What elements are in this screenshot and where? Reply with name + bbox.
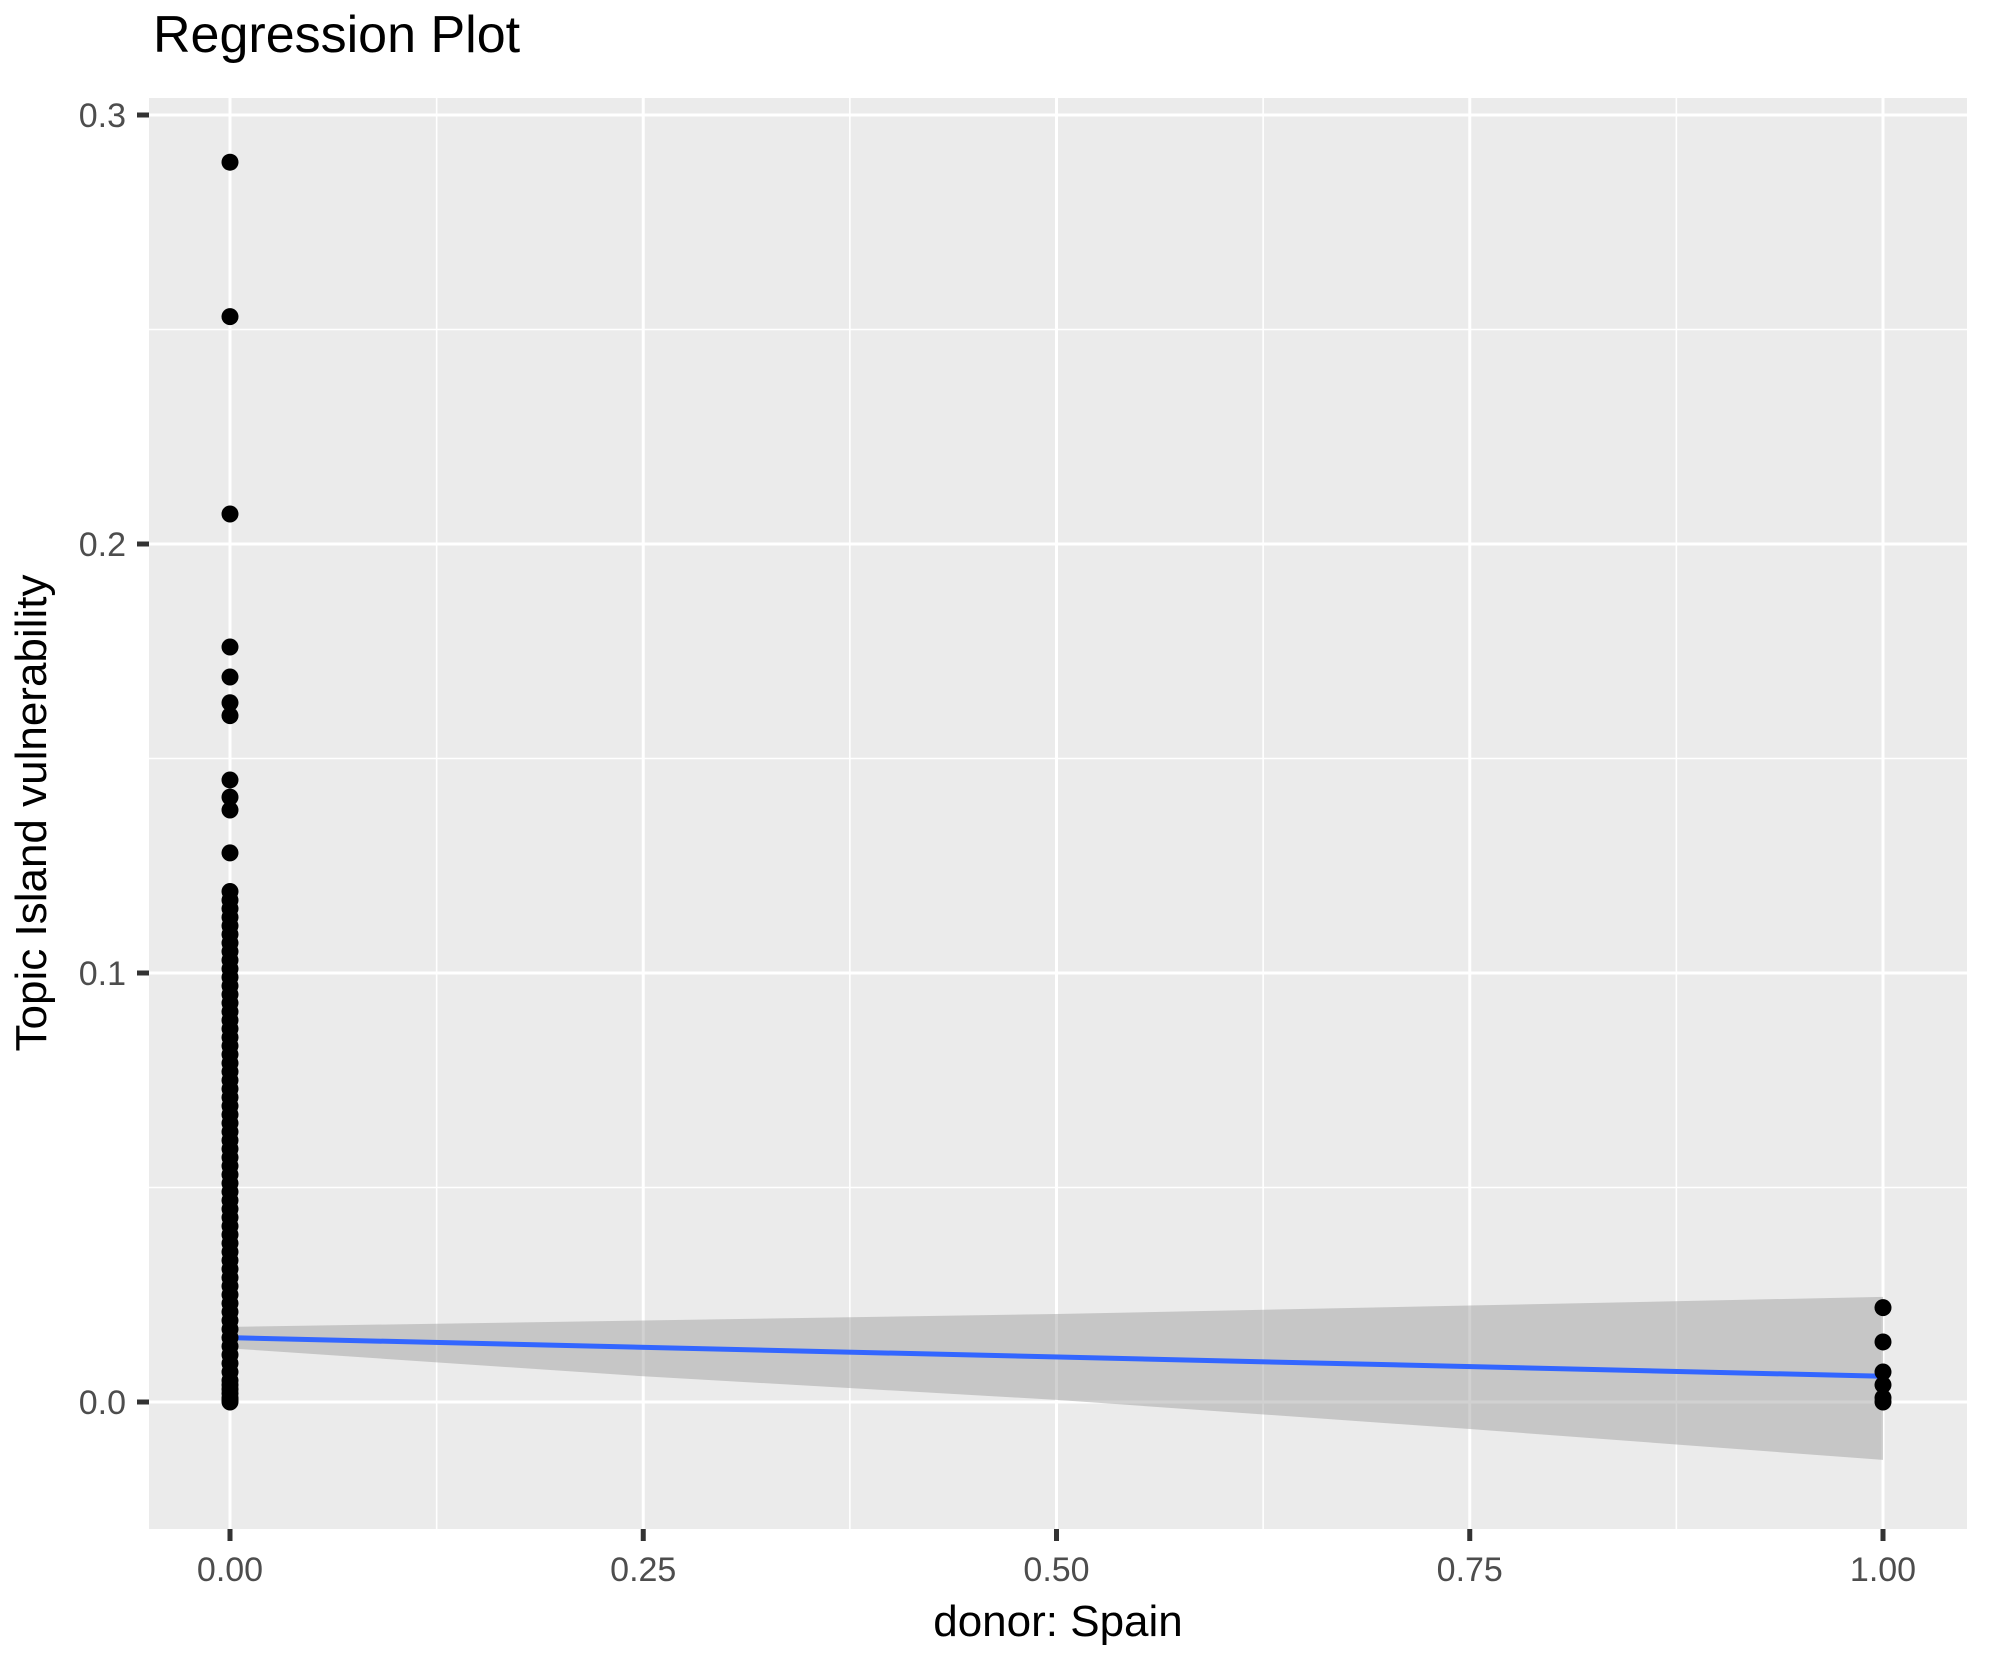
x-tick-label: 0.25 — [610, 1551, 676, 1589]
data-point — [221, 153, 239, 171]
data-point — [221, 694, 239, 712]
data-point — [221, 1393, 239, 1411]
data-point — [221, 801, 239, 819]
data-point — [221, 788, 239, 806]
x-axis-title: donor: Spain — [933, 1597, 1183, 1646]
chart-title: Regression Plot — [153, 6, 521, 64]
data-point — [1874, 1299, 1892, 1317]
x-tick-label: 0.50 — [1023, 1551, 1089, 1589]
x-tick-label: 0.75 — [1437, 1551, 1503, 1589]
regression-line-layer — [229, 1335, 1884, 1379]
data-point — [221, 308, 239, 326]
y-tick-label: 0.2 — [79, 526, 126, 564]
y-axis-title: Topic Island vulnerability — [7, 575, 56, 1052]
x-tick-label: 0.00 — [197, 1551, 263, 1589]
axis-ticks-layer — [137, 112, 1886, 1541]
data-point — [221, 638, 239, 656]
y-tick-label: 0.3 — [79, 97, 126, 135]
data-point — [221, 844, 239, 862]
data-point — [1874, 1363, 1892, 1381]
data-point — [221, 668, 239, 686]
y-tick-label: 0.1 — [79, 955, 126, 993]
data-point — [1874, 1393, 1892, 1411]
data-point — [1874, 1376, 1892, 1394]
y-tick-label: 0.0 — [79, 1384, 126, 1422]
data-point — [221, 707, 239, 725]
data-point — [221, 771, 239, 789]
major-gridlines — [149, 98, 1967, 1529]
x-tick-label: 1.00 — [1850, 1551, 1916, 1589]
data-point — [221, 505, 239, 523]
confidence-band-layer — [230, 1296, 1883, 1460]
axis-tick-labels-layer: 0.0 0.1 0.2 0.3 0.00 0.25 0.50 0.75 1.00 — [79, 97, 1916, 1589]
scatter-points-layer — [221, 153, 1892, 1411]
data-point — [1874, 1333, 1892, 1351]
regression-line — [229, 1335, 1884, 1379]
confidence-band — [230, 1296, 1883, 1460]
